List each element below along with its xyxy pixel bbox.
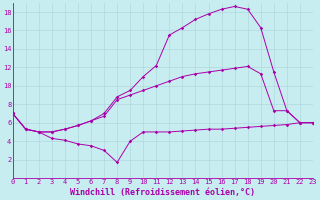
X-axis label: Windchill (Refroidissement éolien,°C): Windchill (Refroidissement éolien,°C) xyxy=(70,188,255,197)
